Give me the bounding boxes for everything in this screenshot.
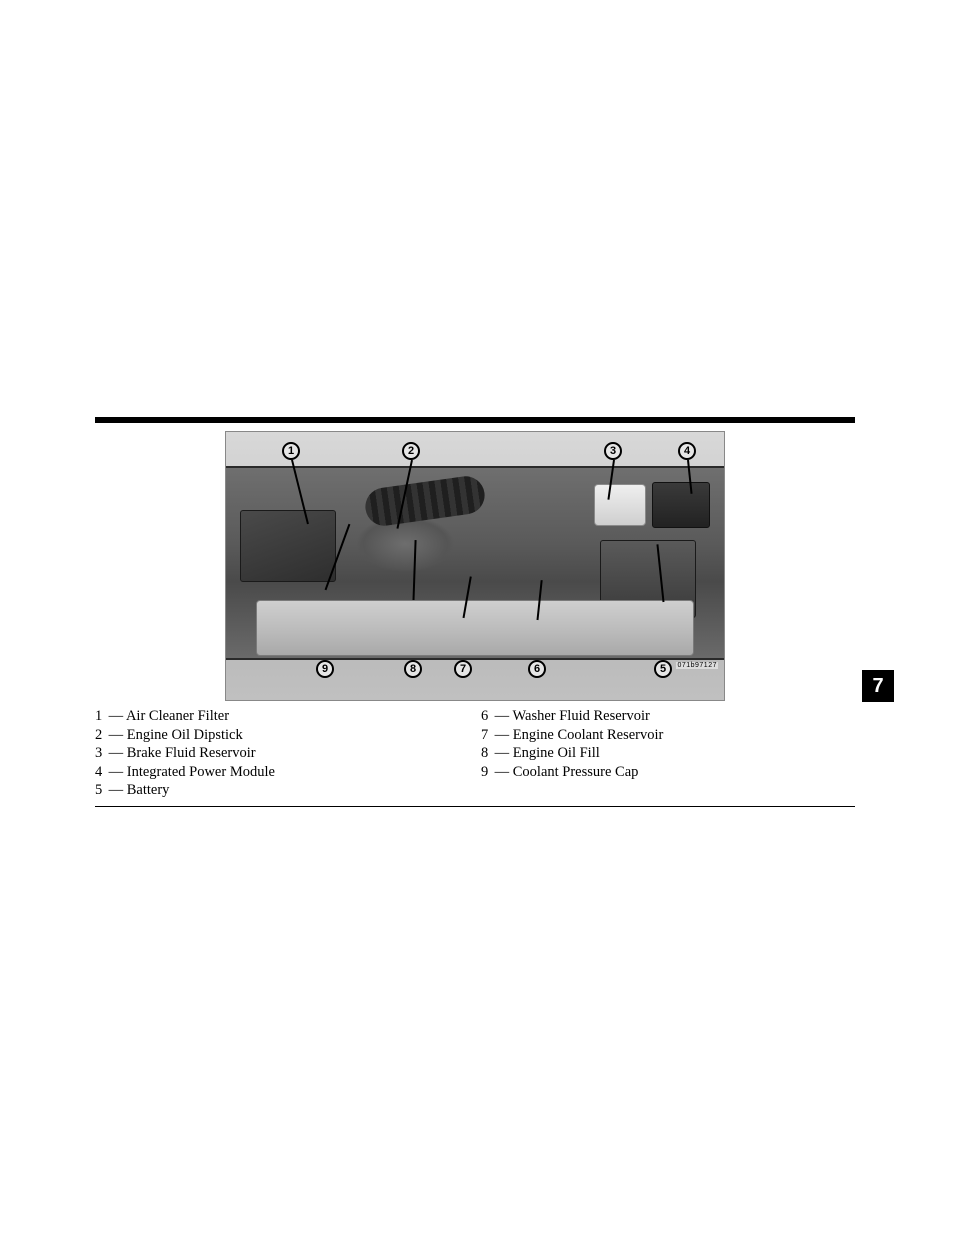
legend-label: Integrated Power Module — [127, 764, 275, 780]
callout-7: 7 — [454, 660, 472, 678]
callout-num: 2 — [408, 445, 414, 457]
legend-sep: — — [105, 764, 127, 780]
legend-sep: — — [491, 708, 513, 724]
callout-num: 3 — [610, 445, 616, 457]
air-cleaner-box — [240, 510, 336, 582]
legend-row: 7 — Engine Coolant Reservoir — [481, 726, 855, 745]
legend-label: Engine Oil Dipstick — [127, 727, 243, 743]
legend-num: 7 — [481, 726, 491, 745]
callout-num: 1 — [288, 445, 294, 457]
callout-num: 4 — [684, 445, 690, 457]
content-block: 1 2 3 4 5 6 7 8 9 071b97127 1 — [95, 417, 855, 807]
legend-num: 9 — [481, 763, 491, 782]
legend-sep: — — [491, 745, 513, 761]
legend-sep: — — [105, 727, 127, 743]
page: 7 1 2 3 4 5 6 7 — [0, 0, 954, 1235]
legend-row: 2 — Engine Oil Dipstick — [95, 726, 469, 745]
callout-num: 6 — [534, 663, 540, 675]
legend-label: Engine Oil Fill — [513, 745, 600, 761]
brake-reservoir-shape — [594, 484, 646, 526]
figure-image-id: 071b97127 — [676, 662, 718, 669]
legend-sep: — — [105, 782, 127, 798]
callout-5: 5 — [654, 660, 672, 678]
legend-row: 4 — Integrated Power Module — [95, 763, 469, 782]
legend-num: 1 — [95, 707, 105, 726]
section-tab-number: 7 — [872, 675, 883, 698]
legend-sep: — — [491, 764, 513, 780]
callout-3: 3 — [604, 442, 622, 460]
legend-num: 3 — [95, 744, 105, 763]
legend-label: Air Cleaner Filter — [126, 708, 229, 724]
top-rule — [95, 417, 855, 423]
legend-label: Battery — [127, 782, 170, 798]
callout-9: 9 — [316, 660, 334, 678]
legend-row: 8 — Engine Oil Fill — [481, 744, 855, 763]
legend-row: 5 — Battery — [95, 781, 469, 800]
legend-label: Brake Fluid Reservoir — [127, 745, 256, 761]
callout-2: 2 — [402, 442, 420, 460]
callout-4: 4 — [678, 442, 696, 460]
callout-num: 8 — [410, 663, 416, 675]
legend-col-right: 6 — Washer Fluid Reservoir 7 — Engine Co… — [481, 707, 855, 800]
legend-label: Engine Coolant Reservoir — [513, 727, 664, 743]
callout-8: 8 — [404, 660, 422, 678]
legend-label: Washer Fluid Reservoir — [513, 708, 650, 724]
legend-num: 8 — [481, 744, 491, 763]
ipm-box — [652, 482, 710, 528]
legend-columns: 1 — Air Cleaner Filter 2 — Engine Oil Di… — [95, 707, 855, 800]
legend-row: 6 — Washer Fluid Reservoir — [481, 707, 855, 726]
callout-1: 1 — [282, 442, 300, 460]
legend-row: 1 — Air Cleaner Filter — [95, 707, 469, 726]
callout-num: 7 — [460, 663, 466, 675]
legend-sep: — — [105, 708, 126, 724]
legend-num: 6 — [481, 707, 491, 726]
legend-row: 3 — Brake Fluid Reservoir — [95, 744, 469, 763]
legend-col-left: 1 — Air Cleaner Filter 2 — Engine Oil Di… — [95, 707, 469, 800]
legend-row: 9 — Coolant Pressure Cap — [481, 763, 855, 782]
fan-shroud — [256, 600, 694, 656]
callout-num: 9 — [322, 663, 328, 675]
legend-sep: — — [105, 745, 127, 761]
legend-sep: — — [491, 727, 513, 743]
callout-6: 6 — [528, 660, 546, 678]
legend-label: Coolant Pressure Cap — [513, 764, 639, 780]
engine-compartment-figure: 1 2 3 4 5 6 7 8 9 071b97127 — [225, 431, 725, 701]
section-tab: 7 — [862, 670, 894, 702]
legend-num: 4 — [95, 763, 105, 782]
legend-num: 2 — [95, 726, 105, 745]
legend: 1 — Air Cleaner Filter 2 — Engine Oil Di… — [95, 707, 855, 807]
callout-num: 5 — [660, 663, 666, 675]
legend-num: 5 — [95, 781, 105, 800]
